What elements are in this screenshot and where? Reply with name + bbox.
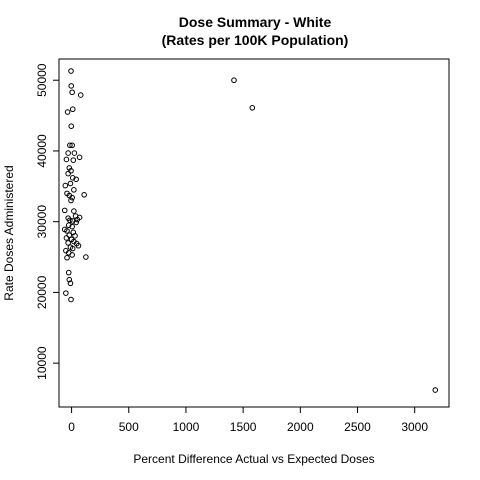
data-point	[72, 233, 78, 239]
data-point	[69, 142, 75, 149]
data-point	[66, 232, 73, 238]
data-point	[69, 218, 76, 224]
data-point	[64, 254, 70, 261]
data-point	[249, 105, 256, 111]
data-point	[231, 77, 237, 84]
x-axis-label: Percent Difference Actual vs Expected Do…	[133, 452, 374, 466]
y-tick-label: 20000	[35, 275, 49, 309]
y-tick-label: 10000	[35, 346, 49, 380]
data-point	[68, 197, 74, 204]
data-point	[69, 245, 76, 252]
plot-frame	[58, 58, 450, 408]
data-point	[432, 387, 439, 393]
x-tick-label: 2500	[344, 420, 371, 434]
chart-title: Dose Summary - White	[179, 14, 332, 30]
data-point	[67, 280, 74, 287]
data-point	[62, 182, 69, 189]
data-point	[73, 176, 79, 183]
y-axis: 10000 20000 30000 40000 50000	[35, 63, 59, 380]
x-tick-label: 1000	[173, 420, 200, 434]
x-tick-label: 3000	[401, 420, 428, 434]
data-point	[66, 165, 73, 171]
y-tick-label: 30000	[35, 205, 49, 239]
y-tick-label: 40000	[35, 134, 49, 168]
data-point	[64, 228, 70, 234]
data-point	[76, 214, 83, 221]
data-point	[68, 68, 74, 74]
data-point	[65, 222, 72, 229]
data-point	[67, 217, 73, 224]
data-point	[63, 235, 70, 241]
data-point	[69, 252, 75, 258]
data-point	[69, 89, 75, 96]
data-point	[63, 290, 69, 296]
data-point	[68, 296, 74, 303]
data-point	[69, 223, 75, 230]
data-point	[64, 109, 71, 115]
y-axis-label: Rate Doses Administered	[2, 165, 16, 300]
x-tick-label: 1500	[230, 420, 257, 434]
data-point	[83, 254, 89, 260]
data-point	[65, 269, 72, 276]
data-point	[65, 150, 71, 156]
data-point	[75, 242, 82, 249]
y-tick-label: 50000	[35, 63, 49, 97]
data-point	[70, 157, 77, 163]
data-point	[76, 154, 83, 161]
data-point	[65, 170, 71, 177]
data-point	[69, 106, 76, 113]
data-point	[68, 83, 75, 89]
data-point	[65, 240, 71, 246]
data-point	[68, 167, 74, 174]
data-point	[71, 208, 77, 214]
x-axis: 0 500 1000 1500 2000 2500 3000	[68, 407, 428, 434]
data-point	[77, 92, 84, 98]
data-point	[66, 276, 73, 283]
data-point	[71, 150, 78, 156]
data-point	[61, 207, 68, 214]
data-point	[81, 192, 87, 198]
x-tick-label: 500	[119, 420, 139, 434]
data-points	[61, 68, 439, 393]
data-point	[71, 187, 77, 193]
x-tick-label: 2000	[287, 420, 314, 434]
data-point	[68, 123, 75, 129]
data-point	[67, 180, 74, 187]
chart-subtitle: (Rates per 100K Population)	[162, 32, 349, 48]
data-point	[67, 142, 73, 149]
data-point	[63, 156, 70, 163]
data-point	[69, 175, 76, 181]
x-tick-label: 0	[68, 420, 75, 434]
data-point	[69, 194, 75, 201]
data-point	[73, 219, 79, 226]
